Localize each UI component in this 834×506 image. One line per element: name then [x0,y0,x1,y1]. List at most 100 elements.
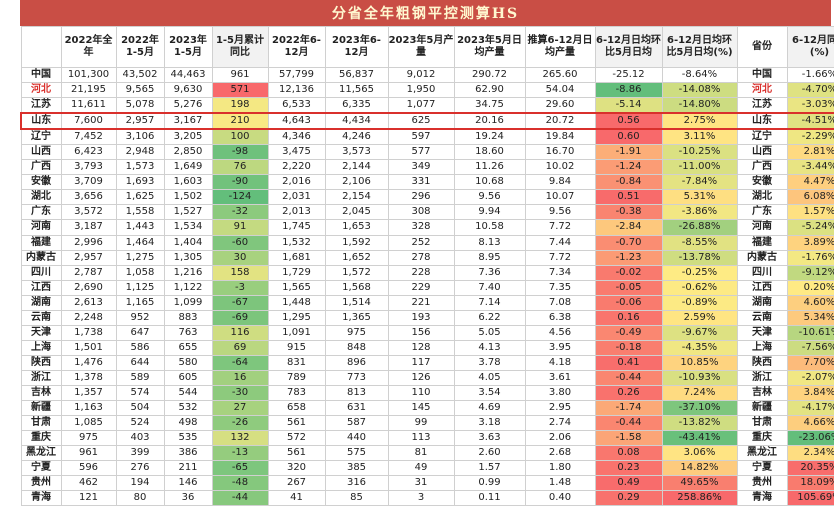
table-cell: 85 [324,490,389,506]
column-header: 推算6-12月日均产量 [524,26,596,68]
header-row: 2022年全年 2022年1-5月 2023年1-5月 1-5月累计同比 2022年6-… [20,26,834,68]
table-cell: 1.57 [453,460,526,477]
table-cell: 252 [387,234,455,251]
table-cell: -65 [211,460,269,477]
table-cell: 100 [211,128,269,146]
province-cell: 江西 [736,279,788,296]
table-cell: 403 [115,430,165,447]
table-row: 新疆 1,163 504 532 27 658 631 145 4.69 2.95 -1.74 -37… [20,400,834,417]
table-cell: 126 [387,369,455,386]
table-cell: 19.84 [524,128,596,146]
table-cell: 44,463 [163,66,213,84]
table-cell: 2,996 [60,234,117,251]
table-cell: 49.65% [661,475,738,492]
table-cell: 1,572 [324,264,389,281]
table-cell: 961 [60,445,117,462]
column-header: 2023年1-5月 [163,26,213,68]
province-cell: 黑龙江 [736,445,788,462]
table-cell: -10.25% [661,144,738,161]
table-cell: 572 [267,430,326,447]
yoy-cell: -4.17% [786,400,834,417]
table-cell: 532 [163,400,213,417]
table-cell: 6.38 [524,309,596,326]
table-cell: 831 [267,354,326,371]
table-row: 云南 2,248 952 883 -69 1,295 1,365 193 6.22 6.38 0.1… [20,309,834,326]
province-cell: 河北 [20,82,62,99]
table-cell: 783 [267,384,326,402]
table-cell: 21,195 [60,82,117,99]
table-cell: 535 [163,430,213,447]
table-cell: 4,346 [267,128,326,146]
table-cell: 20.72 [524,112,596,131]
table-cell: 221 [387,294,455,311]
province-cell: 贵州 [20,475,62,492]
table-cell: 1,378 [60,369,117,386]
table-cell: -1.74 [594,400,663,417]
table-cell: -26.88% [661,219,738,236]
table-cell: 211 [163,460,213,477]
table-cell: 813 [324,384,389,402]
province-cell: 河南 [736,219,788,236]
table-cell: 328 [387,219,455,236]
table-cell: -90 [211,174,269,191]
yoy-cell: -7.56% [786,339,834,356]
table-header: 2022年全年 2022年1-5月 2023年1-5月 1-5月累计同比 2022年6-… [20,26,834,68]
table-cell: 9,565 [115,82,165,99]
table-cell: 644 [115,354,165,371]
table-cell: -14.80% [661,97,738,114]
table-row: 湖南 2,613 1,165 1,099 -67 1,448 1,514 221 7.14 7.0… [20,294,834,311]
table-cell: 3,167 [163,112,213,131]
table-cell: 7.44 [524,234,596,251]
table-cell: 158 [211,264,269,281]
table-cell: 7.36 [453,264,526,281]
yoy-cell: -2.29% [786,128,834,146]
table-cell: 1,603 [163,174,213,191]
table-cell: 276 [115,460,165,477]
table-cell: 1,652 [324,249,389,266]
table-cell: -4.35% [661,339,738,356]
table-cell: 2,220 [267,159,326,176]
table-row: 江西 2,690 1,125 1,122 -3 1,565 1,568 229 7.40 7.35… [20,279,834,296]
province-cell: 青海 [20,490,62,506]
province-cell: 山东 [20,112,62,131]
table-cell: 961 [211,66,269,84]
table-cell: 9.94 [453,204,526,221]
yoy-cell: 2.34% [786,445,834,462]
province-cell: 浙江 [736,369,788,386]
table-cell: 1,365 [324,309,389,326]
province-cell: 甘肃 [20,415,62,432]
table-row: 贵州 462 194 146 -48 267 316 31 0.99 1.48 0.49 49.65%… [20,475,834,492]
table-cell: -8.55% [661,234,738,251]
table-cell: 0.41 [594,354,663,371]
table-title: 分省全年粗钢平控测算HS [20,0,831,26]
table-cell: 132 [211,430,269,447]
table-cell: 7.34 [524,264,596,281]
table-cell: -0.44 [594,369,663,386]
table-cell: -0.02 [594,264,663,281]
table-cell: 597 [387,128,455,146]
province-cell: 山西 [736,144,788,161]
table-cell: 316 [324,475,389,492]
table-cell: 1,163 [60,400,117,417]
table-cell: 399 [115,445,165,462]
table-cell: 198 [211,97,269,114]
province-cell: 贵州 [736,475,788,492]
table-cell: 4.56 [524,324,596,341]
table-cell: 43,502 [115,66,165,84]
table-cell: 1,125 [115,279,165,296]
table-cell: 265.60 [524,66,596,84]
table-cell: -10.93% [661,369,738,386]
province-cell: 内蒙古 [20,249,62,266]
table-cell: 2.68 [524,445,596,462]
table-cell: 1,448 [267,294,326,311]
table-cell: 116 [211,324,269,341]
table-cell: 10.07 [524,189,596,206]
province-cell: 河北 [736,82,788,99]
table-cell: 2,031 [267,189,326,206]
table-cell: 57,799 [267,66,326,84]
table-cell: 4,246 [324,128,389,146]
province-cell: 上海 [20,339,62,356]
table-cell: 915 [267,339,326,356]
table-cell: 3.95 [524,339,596,356]
table-cell: 10.02 [524,159,596,176]
